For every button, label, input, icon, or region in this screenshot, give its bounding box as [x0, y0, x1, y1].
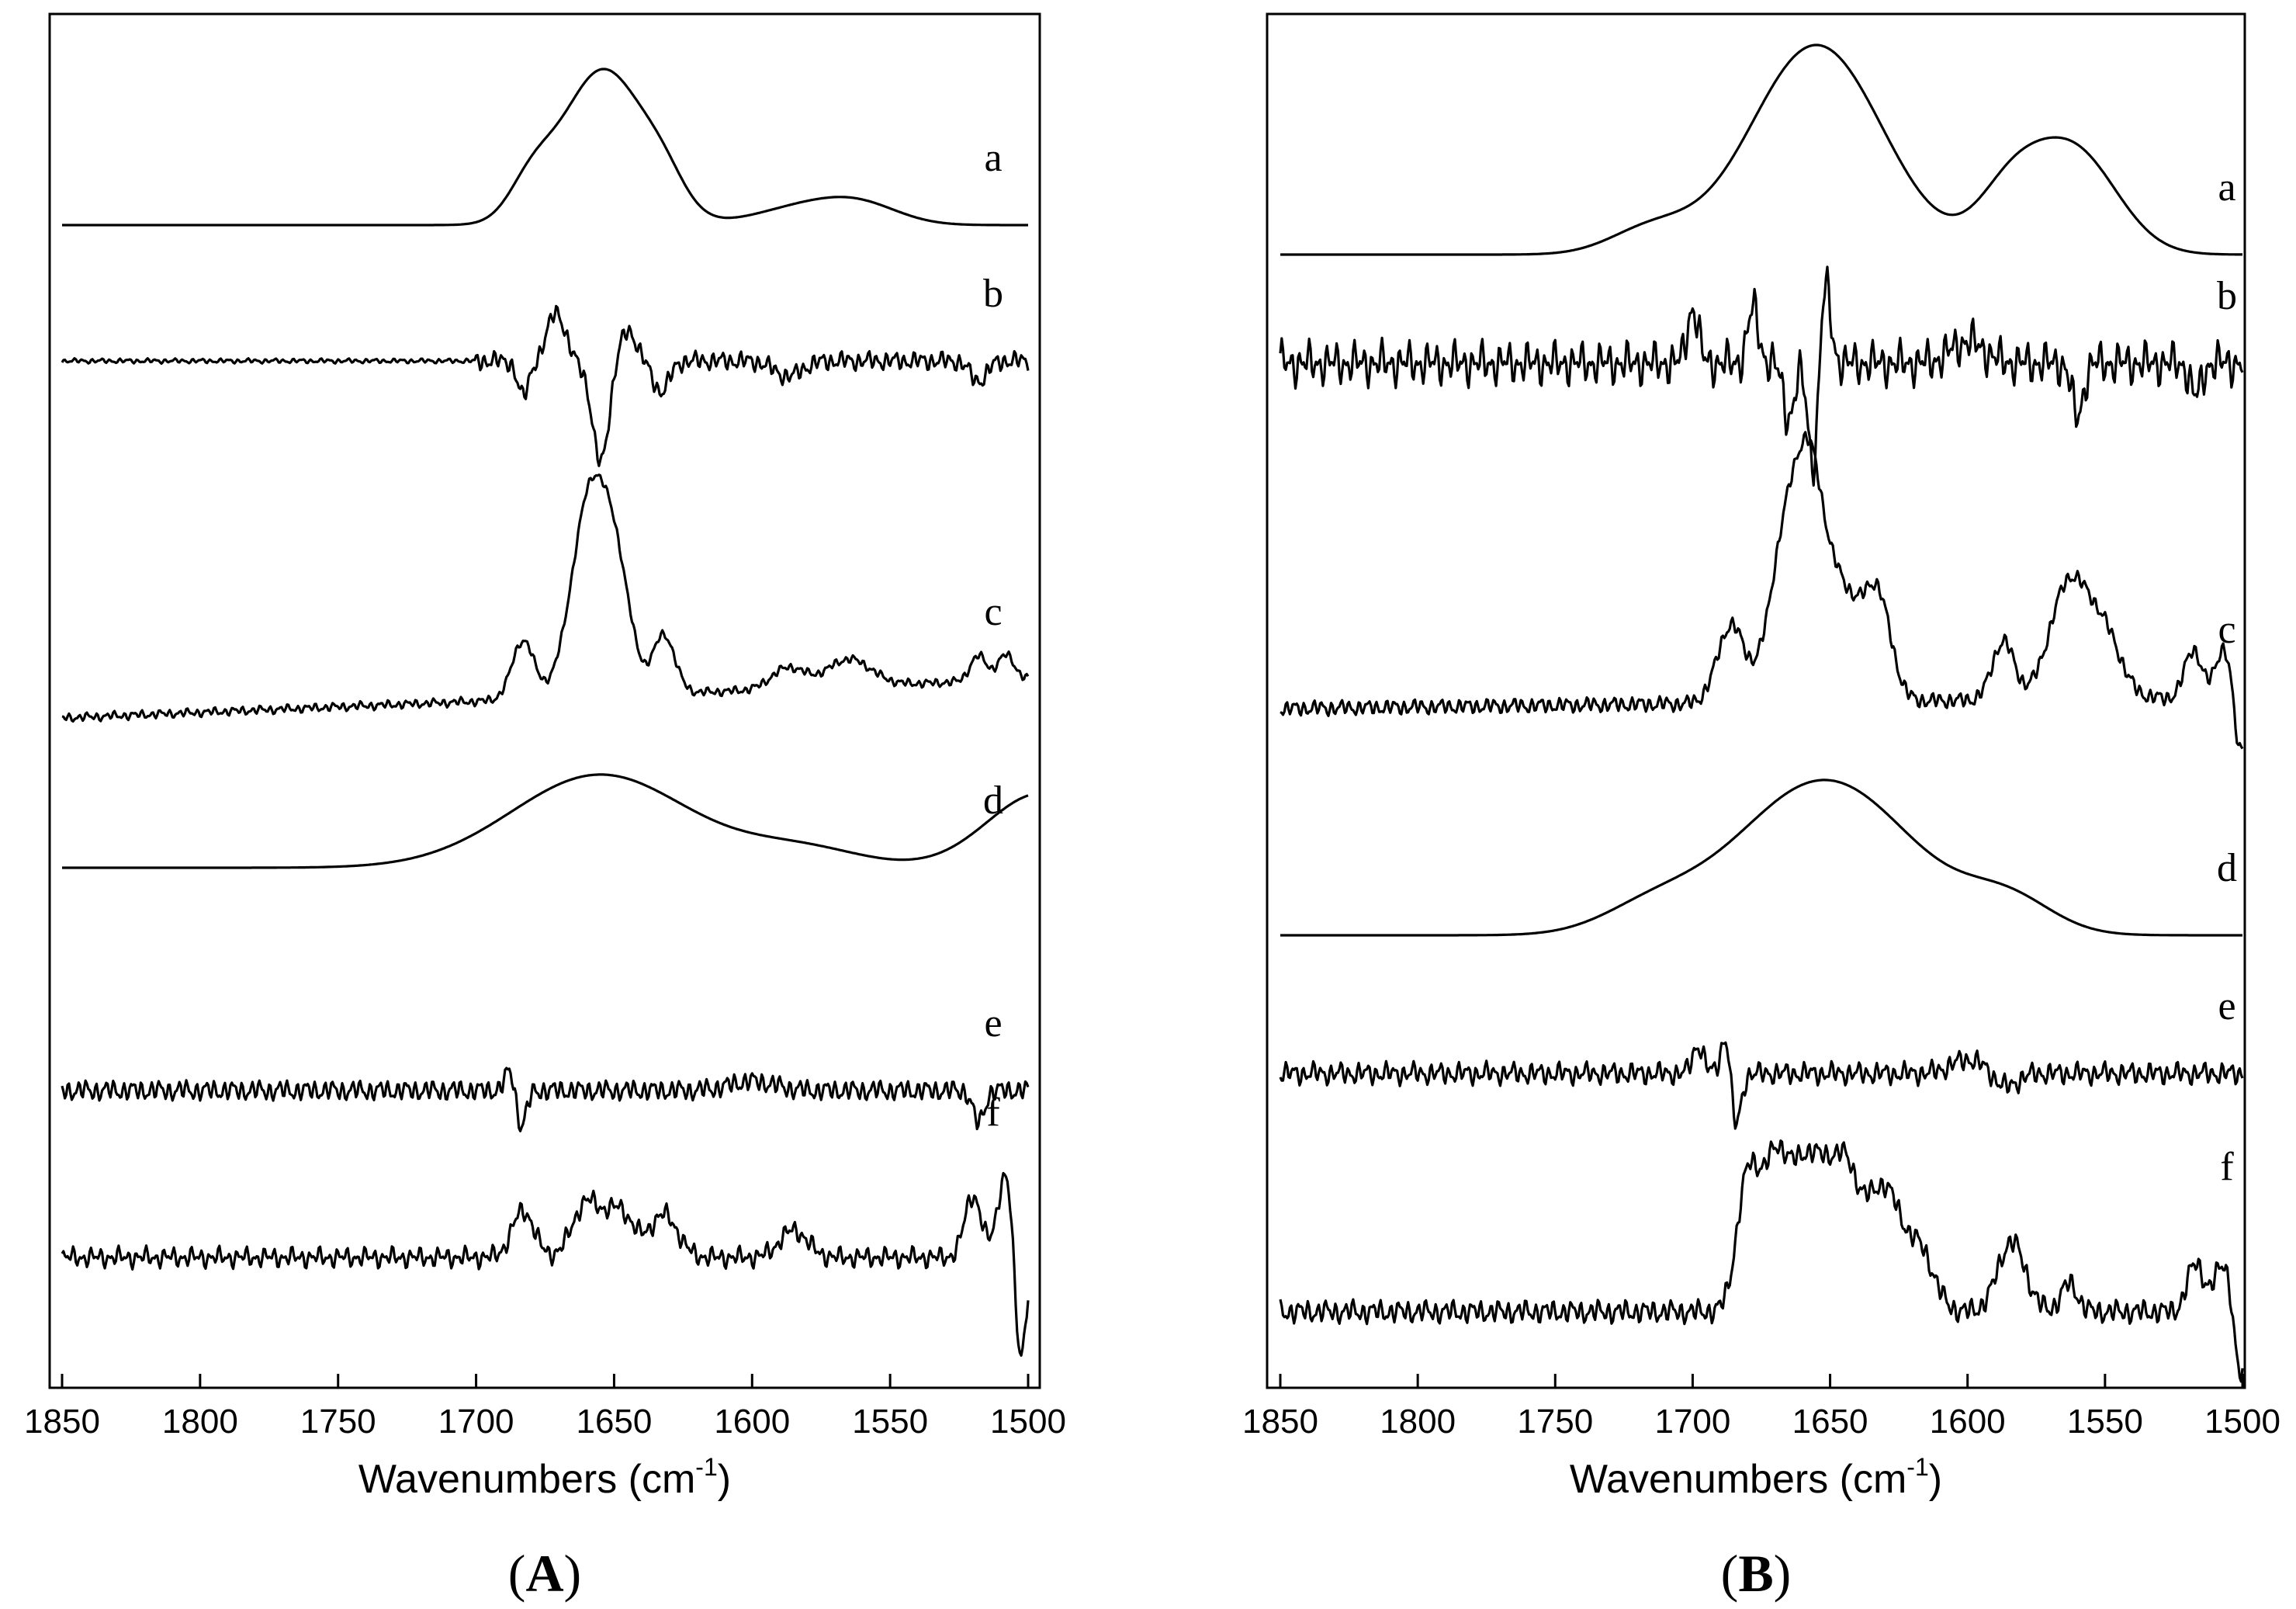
- spectrum-f: [61, 1171, 1030, 1357]
- trace-label-f: f: [2220, 1145, 2234, 1189]
- x-tick-label-1600: 1600: [714, 1403, 790, 1441]
- trace-label-d: d: [983, 778, 1003, 823]
- x-tick-label-1700: 1700: [438, 1403, 514, 1441]
- spectrum-b: [61, 304, 1030, 467]
- spectrum-d: [62, 773, 1029, 869]
- x-tick-label-1650: 1650: [1792, 1403, 1868, 1441]
- panel-a-x-ticks: [61, 1374, 1030, 1388]
- x-tick-label-1800: 1800: [1380, 1403, 1456, 1441]
- panel-b-x-tick-labels: 1850 1800 1750 1700 1650 1600 1550 1500: [1242, 1403, 2280, 1441]
- panel-b-plot-frame: [1266, 12, 2246, 1389]
- trace-label-c: c: [984, 590, 1002, 634]
- panel-b-x-ticks: [1279, 1374, 2244, 1388]
- x-tick-label-1600: 1600: [1930, 1403, 2006, 1441]
- panel-b-x-axis-title: Wavenumbers (cm-1): [1570, 1453, 1942, 1502]
- x-tick-label-1750: 1750: [300, 1403, 376, 1441]
- x-tick-label-1550: 1550: [852, 1403, 928, 1441]
- trace-label-b: b: [2217, 274, 2237, 318]
- trace-label-f: f: [986, 1091, 1000, 1135]
- panel-b-spectra: [1279, 43, 2244, 1383]
- panel-b: 1850 1800 1750 1700 1650 1600 1550 1500 abcdef …: [1242, 12, 2280, 1603]
- trace-label-a: a: [984, 136, 1002, 180]
- spectrum-f: [1279, 1139, 2244, 1383]
- x-tick-label-1500: 1500: [990, 1403, 1066, 1441]
- x-tick-label-1850: 1850: [1242, 1403, 1318, 1441]
- x-tick-label-1550: 1550: [2067, 1403, 2143, 1441]
- spectrum-a: [1280, 43, 2242, 256]
- x-tick-label-1500: 1500: [2204, 1403, 2280, 1441]
- spectrum-c: [1280, 431, 2244, 750]
- panel-a-x-axis-title: Wavenumbers (cm-1): [358, 1453, 731, 1502]
- panel-a-trace-labels: a b c d e f: [983, 136, 1003, 1135]
- trace-label-b: b: [983, 272, 1003, 316]
- x-tick-label-1800: 1800: [162, 1403, 238, 1441]
- spectrum-a: [62, 68, 1028, 227]
- trace-label-d: d: [2217, 846, 2237, 890]
- x-tick-label-1750: 1750: [1517, 1403, 1593, 1441]
- panel-b-trace-labels: a b c d e f: [2217, 165, 2237, 1189]
- panel-a: 1850 1800 1750 1700 1650 1600 1550 1500 abcdef …: [24, 12, 1066, 1603]
- spectrum-b: [1279, 265, 2244, 487]
- x-tick-label-1850: 1850: [24, 1403, 100, 1441]
- panel-a-spectra: [61, 68, 1030, 1357]
- x-tick-label-1650: 1650: [576, 1403, 652, 1441]
- spectrum-c: [61, 473, 1030, 723]
- trace-label-a: a: [2218, 165, 2235, 210]
- panel-a-plot-frame: [48, 12, 1041, 1389]
- spectrum-e: [61, 1066, 1030, 1132]
- spectrum-e: [1279, 1041, 2244, 1130]
- panel-b-label: (B): [1721, 1544, 1792, 1603]
- panel-a-x-tick-labels: 1850 1800 1750 1700 1650 1600 1550 1500: [24, 1403, 1066, 1441]
- x-tick-label-1700: 1700: [1654, 1403, 1730, 1441]
- spectrum-d: [1280, 778, 2242, 937]
- trace-label-e: e: [984, 1001, 1002, 1046]
- trace-label-e: e: [2218, 984, 2235, 1028]
- panel-a-label: (A): [508, 1544, 581, 1603]
- trace-label-c: c: [2218, 608, 2235, 652]
